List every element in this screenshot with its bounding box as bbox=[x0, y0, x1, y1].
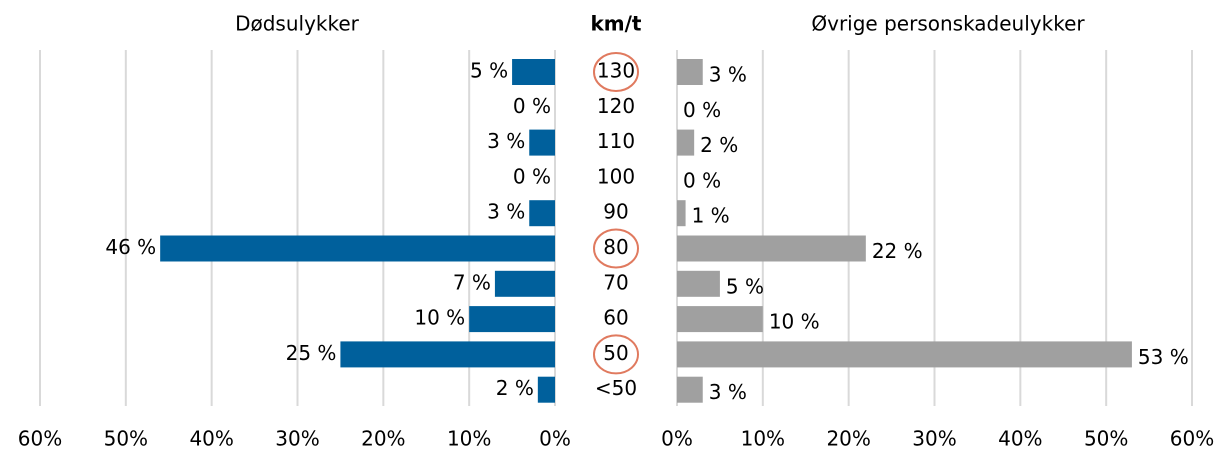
bar bbox=[494, 270, 555, 297]
category-label: 120 bbox=[597, 94, 635, 118]
value-label: 3 % bbox=[487, 129, 525, 153]
x-tick-label: 60% bbox=[18, 427, 62, 451]
x-tick-label: 30% bbox=[275, 427, 319, 451]
value-label: 7 % bbox=[453, 270, 491, 294]
x-tick-label: 30% bbox=[912, 427, 956, 451]
category-label: 110 bbox=[597, 129, 635, 153]
bar bbox=[512, 59, 555, 85]
category-label: 100 bbox=[597, 164, 635, 188]
value-label: 3 % bbox=[709, 380, 747, 404]
x-tick-label: 0% bbox=[661, 427, 693, 451]
x-tick-label: 10% bbox=[741, 427, 785, 451]
x-tick-label: 50% bbox=[1084, 427, 1128, 451]
value-label: 53 % bbox=[1138, 345, 1189, 369]
x-tick-label: 50% bbox=[104, 427, 148, 451]
category-label: 80 bbox=[603, 235, 628, 259]
bar bbox=[677, 59, 703, 85]
category-label: 50 bbox=[603, 341, 628, 365]
value-label: 3 % bbox=[487, 200, 525, 224]
x-tick-label: 40% bbox=[998, 427, 1042, 451]
x-tick-label: 20% bbox=[361, 427, 405, 451]
bar bbox=[677, 235, 866, 262]
category-label: 90 bbox=[603, 200, 628, 224]
x-tick-label: 10% bbox=[447, 427, 491, 451]
bar bbox=[677, 306, 763, 333]
bar bbox=[537, 376, 555, 403]
highlight-circle bbox=[593, 334, 639, 375]
value-label: 0 % bbox=[683, 168, 721, 192]
value-label: 46 % bbox=[105, 235, 156, 259]
x-tick-label: 20% bbox=[826, 427, 870, 451]
bar bbox=[160, 235, 555, 262]
value-label: 10 % bbox=[414, 306, 465, 330]
bar bbox=[677, 129, 695, 156]
value-label: 3 % bbox=[709, 63, 747, 87]
category-label: 130 bbox=[597, 59, 635, 83]
value-label: 0 % bbox=[513, 164, 551, 188]
bar bbox=[677, 376, 703, 403]
highlight-circle bbox=[593, 228, 639, 269]
category-label: 70 bbox=[603, 270, 628, 294]
bar bbox=[677, 270, 720, 297]
left-title: Dødsulykker bbox=[235, 12, 360, 36]
value-label: 2 % bbox=[496, 376, 534, 400]
x-tick-label: 40% bbox=[189, 427, 233, 451]
highlight-circle bbox=[593, 52, 639, 92]
x-tick-label: 0% bbox=[539, 427, 571, 451]
value-label: 0 % bbox=[683, 98, 721, 122]
bar bbox=[677, 341, 1132, 368]
x-tick-label: 60% bbox=[1170, 427, 1214, 451]
value-label: 0 % bbox=[513, 94, 551, 118]
value-label: 2 % bbox=[700, 133, 738, 157]
value-label: 5 % bbox=[726, 274, 764, 298]
bar bbox=[469, 306, 555, 333]
value-label: 10 % bbox=[769, 310, 820, 334]
bar bbox=[529, 129, 555, 156]
category-label: 60 bbox=[603, 306, 628, 330]
bar bbox=[529, 200, 555, 227]
category-title: km/t bbox=[590, 12, 641, 36]
category-label: <50 bbox=[595, 376, 637, 400]
value-label: 22 % bbox=[872, 239, 923, 263]
value-label: 25 % bbox=[286, 341, 337, 365]
right-title: Øvrige personskadeulykker bbox=[811, 12, 1085, 36]
bar bbox=[677, 200, 686, 227]
bar bbox=[340, 341, 555, 368]
value-label: 1 % bbox=[692, 204, 730, 228]
value-label: 5 % bbox=[470, 59, 508, 83]
